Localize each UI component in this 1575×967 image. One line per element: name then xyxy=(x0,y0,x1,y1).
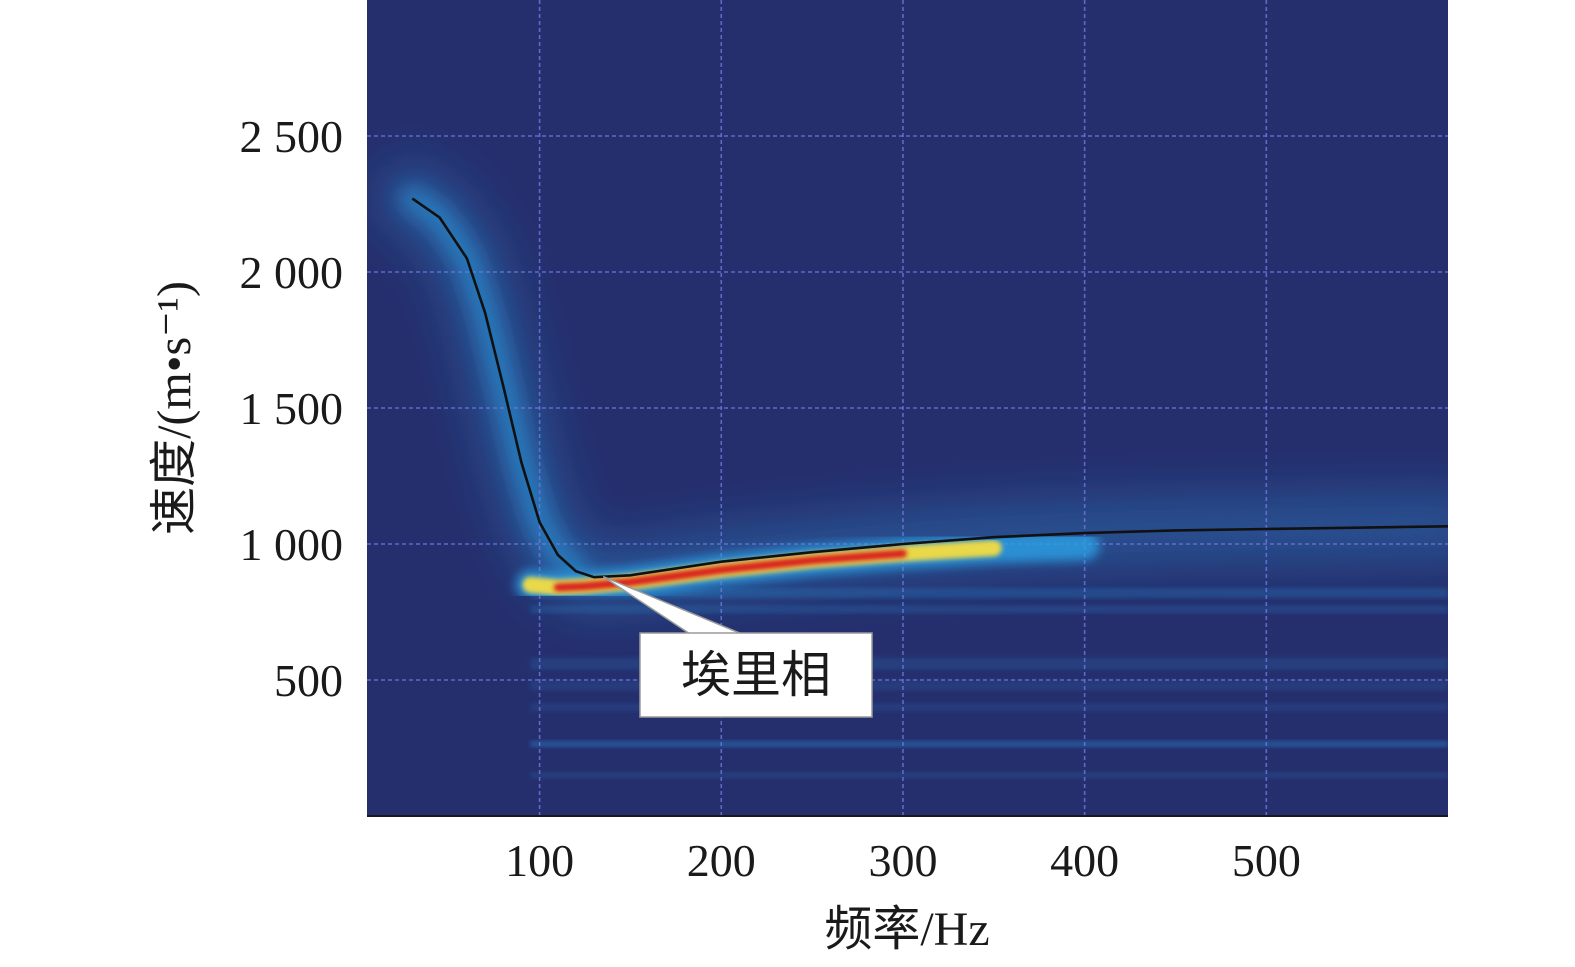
energy-band xyxy=(530,703,1448,712)
y-axis-label: 速度/(m•s⁻¹) xyxy=(148,281,201,535)
y-tick-label: 1 000 xyxy=(240,519,344,570)
x-tick-label: 300 xyxy=(868,835,937,886)
dispersion-curve xyxy=(411,197,1448,579)
annotation-callout: 埃里相 xyxy=(602,575,873,718)
x-axis-label: 频率/Hz xyxy=(824,903,989,956)
annotation-box xyxy=(639,632,873,718)
energy-band xyxy=(530,772,1448,779)
airy-phase-ridge xyxy=(515,530,1100,603)
energy-band xyxy=(530,588,1448,598)
y-tick-label: 500 xyxy=(274,655,343,706)
annotation-text: 埃里相 xyxy=(681,647,831,703)
energy-band xyxy=(530,605,1448,614)
x-tick-label: 200 xyxy=(687,835,756,886)
y-tick-label: 2 500 xyxy=(240,111,344,162)
x-tick-labels: 100 200 300 400 500 xyxy=(505,835,1301,886)
x-tick-label: 500 xyxy=(1232,835,1301,886)
x-tick-label: 100 xyxy=(505,835,574,886)
y-tick-label: 2 000 xyxy=(240,247,344,298)
energy-band xyxy=(530,680,1448,691)
ridge-core xyxy=(553,549,907,592)
x-tick-label: 400 xyxy=(1050,835,1119,886)
grid-lines xyxy=(367,0,1448,816)
y-tick-label: 1 500 xyxy=(240,383,344,434)
energy-band xyxy=(530,740,1448,747)
y-tick-labels: 500 1 000 1 500 2 000 2 500 xyxy=(240,111,344,706)
